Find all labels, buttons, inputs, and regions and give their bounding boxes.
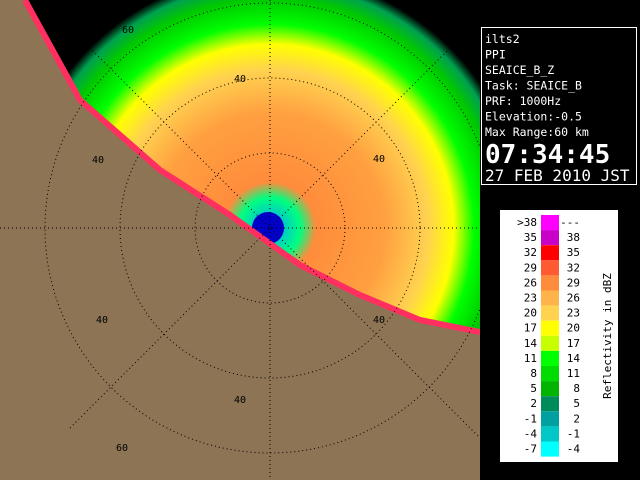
legend-title: Reflectivity in dBZ [601, 273, 614, 399]
legend-high: 23 [567, 307, 580, 320]
radar-area: 60 40 60 40 40 40 60 40 40 [0, 0, 495, 480]
legend-low: 35 [524, 231, 537, 244]
legend-high: 2 [573, 412, 580, 425]
legend-swatch [541, 260, 559, 276]
range-label: 40 [96, 315, 108, 326]
info-box [481, 27, 637, 185]
legend-low: 11 [524, 352, 537, 365]
range-label: 60 [122, 25, 134, 36]
legend-swatch [541, 245, 559, 261]
legend-low: -1 [524, 412, 537, 425]
date: 27 FEB 2010 JST [485, 166, 630, 185]
legend-high: 11 [567, 367, 580, 380]
legend-high: 38 [567, 231, 580, 244]
legend-swatch [541, 305, 559, 321]
legend-low: -4 [524, 427, 538, 440]
legend-swatch [541, 230, 559, 246]
legend-low: 29 [524, 261, 537, 274]
legend-low: 14 [524, 337, 538, 350]
legend-swatch [541, 350, 559, 366]
legend-high: 17 [567, 337, 580, 350]
legend-high: --- [560, 216, 580, 229]
range-rings [0, 0, 495, 480]
land [0, 0, 480, 480]
legend-high: 20 [567, 322, 580, 335]
legend-high: -4 [567, 443, 581, 456]
info-line: PPI [485, 48, 506, 62]
info-line: Max Range:60 km [485, 125, 589, 139]
info-line: Elevation:-0.5 [485, 110, 582, 124]
legend-swatch [541, 215, 559, 231]
legend-low: -7 [524, 443, 537, 456]
legend-low: 2 [530, 397, 537, 410]
legend-low: 23 [524, 292, 537, 305]
legend-low: >38 [517, 216, 537, 229]
legend-low: 32 [524, 246, 537, 259]
time: 07:34:45 [485, 140, 610, 170]
range-label: 60 [453, 12, 465, 23]
legend-high: 26 [567, 292, 580, 305]
legend-high: 29 [567, 276, 580, 289]
legend-high: 32 [567, 261, 580, 274]
legend-low: 5 [530, 382, 537, 395]
legend-swatch [541, 441, 559, 457]
legend-swatch [541, 320, 559, 336]
legend-swatch [541, 366, 559, 382]
info-line: Task: SEAICE_B [485, 79, 582, 93]
legend-swatch [541, 426, 559, 442]
legend-swatch [541, 396, 559, 412]
legend-swatch [541, 335, 559, 351]
legend-high: 14 [567, 352, 581, 365]
info-line: ilts2 [485, 32, 520, 46]
legend-low: 20 [524, 307, 537, 320]
range-label: 40 [373, 315, 385, 326]
coast-echo [22, 0, 480, 335]
info-line: SEAICE_B_Z [485, 63, 554, 77]
legend-low: 8 [530, 367, 537, 380]
legend-swatch [541, 290, 559, 306]
legend-high: 5 [573, 397, 580, 410]
legend-low: 26 [524, 276, 537, 289]
range-label: 40 [234, 395, 246, 406]
legend-swatch [541, 381, 559, 397]
info-line: PRF: 1000Hz [485, 94, 561, 108]
range-label: 40 [373, 154, 385, 165]
range-label: 60 [116, 443, 128, 454]
range-label: 40 [92, 155, 104, 166]
legend-low: 17 [524, 322, 537, 335]
legend-high: 35 [567, 246, 580, 259]
legend-swatch [541, 411, 559, 427]
legend-high: -1 [567, 427, 580, 440]
legend-swatch [541, 275, 559, 291]
range-label: 40 [234, 74, 246, 85]
legend-high: 8 [573, 382, 580, 395]
legend: >38 --- 35 38 32 35 29 32 26 29 23 26 20 23 17 20 14 17 11… [517, 215, 580, 457]
